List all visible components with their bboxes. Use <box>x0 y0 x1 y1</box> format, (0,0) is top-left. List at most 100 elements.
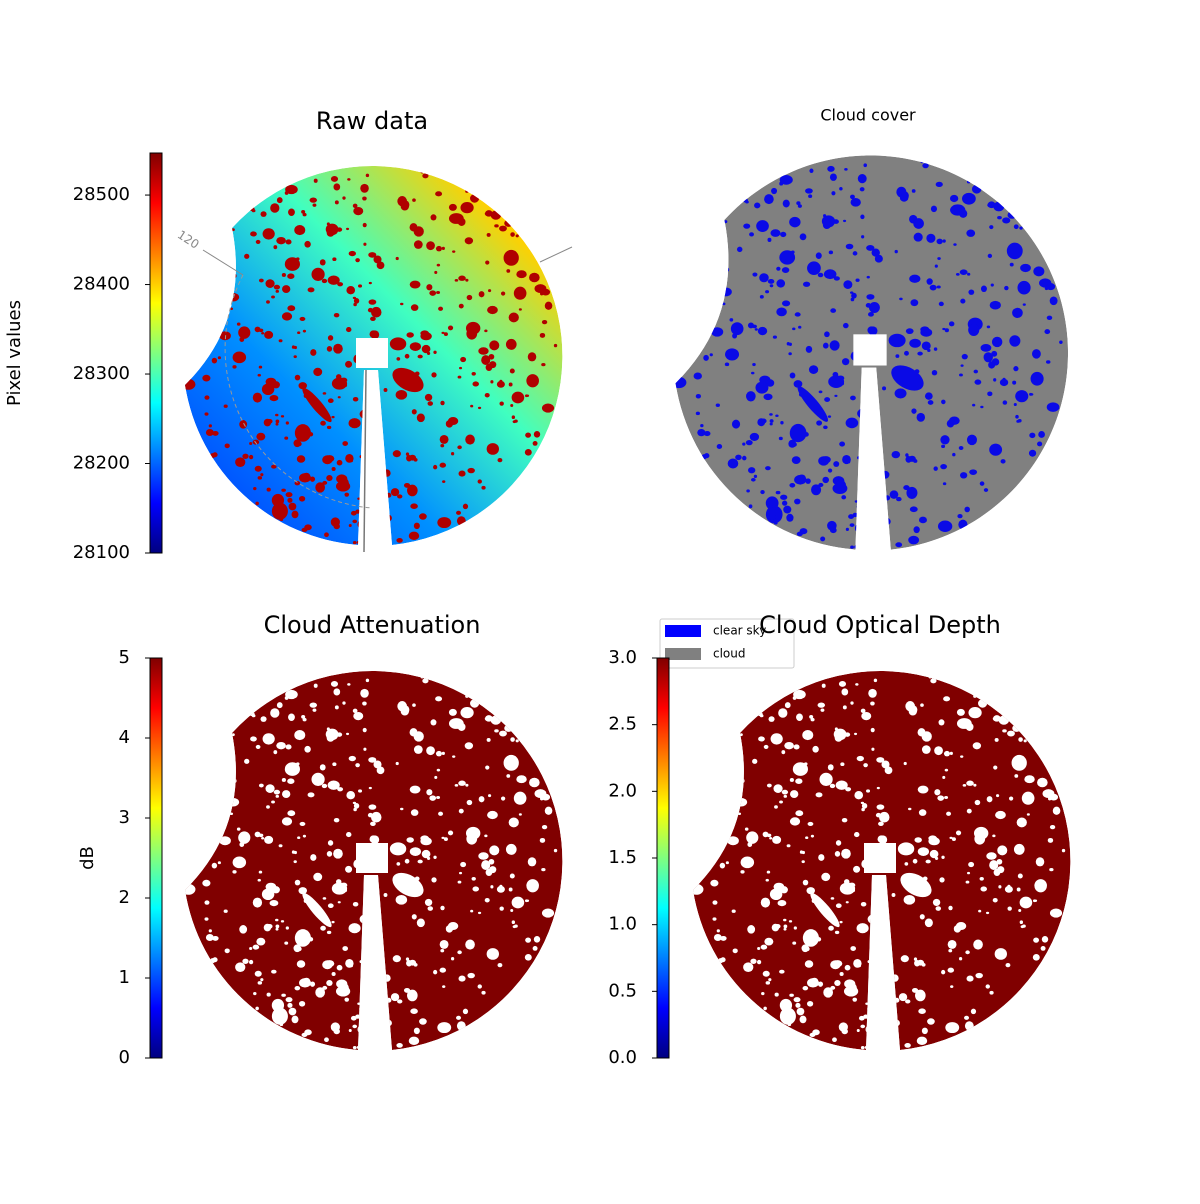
cloud-hole <box>1005 962 1011 968</box>
cloud-hole <box>867 1006 874 1012</box>
cloud-hole <box>426 241 435 251</box>
sky-image <box>693 671 1071 1050</box>
cloud-hole <box>700 424 704 428</box>
cloud-hole <box>737 812 742 816</box>
cloud-hole <box>805 188 813 194</box>
cloud-hole <box>254 970 262 977</box>
cloud-hole <box>411 914 417 920</box>
cloud-hole <box>296 455 306 463</box>
cloud-hole <box>927 400 934 405</box>
cloud-hole <box>815 792 823 798</box>
cloud-hole <box>330 1022 340 1032</box>
cloud-hole <box>786 513 794 522</box>
cloud-hole <box>506 269 511 273</box>
cloud-hole <box>429 290 437 296</box>
cloud-hole <box>1012 380 1017 385</box>
cloud-hole <box>232 778 237 783</box>
cloud-hole <box>883 502 888 506</box>
cloud-hole <box>489 845 500 856</box>
cloud-hole <box>235 962 246 973</box>
cloud-hole <box>860 708 866 714</box>
cloud-hole <box>435 245 442 252</box>
cloud-hole <box>727 458 739 469</box>
cloud-hole <box>356 1045 363 1050</box>
cloud-hole <box>863 163 867 168</box>
cloud-hole <box>707 785 712 789</box>
cloud-hole <box>1007 211 1017 219</box>
cloud-hole <box>842 454 851 465</box>
cloud-hole <box>712 917 717 921</box>
cloud-hole <box>485 260 490 265</box>
cloud-hole <box>285 184 298 195</box>
colorbar-tick-label: 28100 <box>73 542 130 563</box>
cloud-hole <box>881 470 890 479</box>
cloud-hole <box>250 231 257 237</box>
cloud-hole <box>347 178 351 181</box>
cloud-hole <box>966 434 977 446</box>
cloud-hole <box>248 959 254 965</box>
cloud-hole <box>410 304 419 311</box>
cloud-hole <box>481 990 486 995</box>
cloud-hole <box>223 404 228 408</box>
cloud-hole <box>921 341 931 351</box>
cloud-hole <box>392 367 424 393</box>
cloud-hole <box>224 948 230 954</box>
cloud-hole <box>304 745 311 753</box>
cloud-hole <box>458 470 466 477</box>
cloud-hole <box>990 283 994 287</box>
cloud-hole <box>360 688 369 698</box>
cloud-hole <box>250 736 257 742</box>
cloud-hole <box>956 708 965 716</box>
cloud-hole <box>278 844 283 848</box>
cloud-hole <box>994 737 999 742</box>
cloud-hole <box>1030 371 1044 386</box>
cloud-hole <box>368 299 377 305</box>
legend-label: cloud <box>713 647 746 661</box>
cloud-hole <box>408 531 420 541</box>
cloud-hole <box>383 469 391 477</box>
cloud-hole <box>188 799 203 813</box>
cloud-hole <box>409 785 421 794</box>
cloud-hole <box>275 413 279 417</box>
cloud-hole <box>776 307 787 317</box>
cloud-hole <box>486 737 491 742</box>
cloud-hole <box>699 285 711 295</box>
cloud-hole <box>764 194 774 205</box>
cloud-hole <box>232 856 247 869</box>
cloud-hole <box>424 393 433 401</box>
cloud-hole <box>1002 729 1007 733</box>
cloud-hole <box>421 344 431 354</box>
cloud-hole <box>285 421 289 425</box>
cloud-hole <box>282 790 291 799</box>
cloud-hole <box>945 1022 960 1034</box>
cloud-hole <box>499 401 504 406</box>
cloud-hole <box>258 365 263 369</box>
cloud-hole <box>743 962 754 973</box>
cloud-hole <box>362 518 370 524</box>
cloud-hole <box>1033 266 1045 277</box>
cloud-hole <box>313 683 318 688</box>
cloud-hole <box>342 441 348 446</box>
cloud-hole <box>371 942 378 947</box>
cloud-hole <box>438 811 444 816</box>
cloud-hole <box>805 478 811 484</box>
cloud-hole <box>871 384 875 389</box>
cloud-hole <box>974 832 986 845</box>
cloud-hole <box>779 800 783 804</box>
cloud-hole <box>794 474 807 485</box>
cloud-hole <box>465 939 475 950</box>
cloud-hole <box>525 899 530 902</box>
cloud-hole <box>858 1015 865 1021</box>
cloud-hole <box>772 335 777 339</box>
cloud-hole <box>790 250 795 254</box>
cloud-hole <box>834 979 841 987</box>
cloud-hole <box>368 757 377 763</box>
cloud-hole <box>774 992 779 997</box>
panel-title: Raw data <box>316 107 428 135</box>
colorbar-tick-label: 28500 <box>73 184 130 205</box>
cloud-hole <box>359 455 363 459</box>
cloud-hole <box>413 745 423 754</box>
cloud-hole <box>936 238 943 245</box>
cloud-hole <box>696 799 711 813</box>
cloud-hole <box>409 342 422 351</box>
